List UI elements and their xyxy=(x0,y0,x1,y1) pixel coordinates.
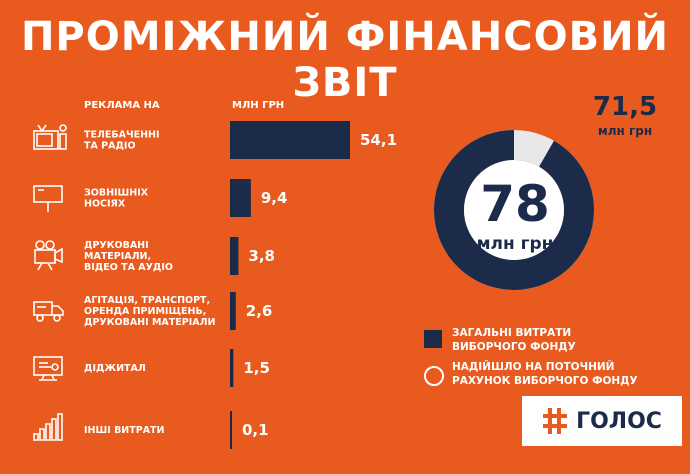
donut-total-unit: млн грн xyxy=(476,234,554,254)
category-label: ОРЕНДА ПРИМІЩЕНЬ, xyxy=(84,306,206,317)
category-label: ІНШІ ВИТРАТИ xyxy=(84,425,165,436)
legend-line: ВИБОРЧОГО ФОНДУ xyxy=(452,341,576,353)
bar xyxy=(230,292,236,330)
legend-line: РАХУНОК ВИБОРЧОГО ФОНДУ xyxy=(452,375,638,387)
bar-value-label: 3,8 xyxy=(248,247,275,265)
legend-line: ЗАГАЛЬНІ ВИТРАТИ xyxy=(452,327,572,339)
category-label: ДРУКОВАНІ МАТЕРІАЛИ xyxy=(84,317,215,328)
category-label: ДІДЖИТАЛ xyxy=(84,363,146,374)
value-header: МЛН ГРН xyxy=(232,100,285,111)
donut-spent-value: 71,5 xyxy=(592,92,658,122)
bar-chart-icon xyxy=(33,413,63,441)
legend-item-received: НАДІЙШЛО НА ПОТОЧНИЙ РАХУНОК ВИБОРЧОГО Ф… xyxy=(452,360,638,388)
legend-swatch-received xyxy=(424,366,444,386)
category-label: ВІДЕО ТА АУДІО xyxy=(84,262,173,273)
bar-value-label: 0,1 xyxy=(242,421,269,439)
donut-slice-spent xyxy=(434,130,594,290)
bar-value-label: 54,1 xyxy=(360,131,397,149)
logo-text: ГОЛОС xyxy=(576,408,662,434)
bar-value-label: 9,4 xyxy=(261,189,288,207)
monitor-icon xyxy=(33,356,63,381)
legend-swatch-spent xyxy=(424,330,442,348)
category-label: АГІТАЦІЯ, ТРАНСПОРТ, xyxy=(84,295,210,306)
category-header: РЕКЛАМА НА xyxy=(84,100,160,111)
legend-item-spent: ЗАГАЛЬНІ ВИТРАТИ ВИБОРЧОГО ФОНДУ xyxy=(452,326,576,354)
category-label: ТА РАДІО xyxy=(84,141,136,152)
bar xyxy=(230,237,239,275)
bar-value-label: 1,5 xyxy=(243,359,270,377)
bar xyxy=(230,411,232,449)
legend-line: НАДІЙШЛО НА ПОТОЧНИЙ xyxy=(452,361,615,373)
bar xyxy=(230,349,234,387)
video-camera-icon xyxy=(34,240,63,271)
category-label: НОСІЯХ xyxy=(84,199,126,210)
bar xyxy=(230,179,251,217)
category-label: ТЕЛЕБАЧЕННІ xyxy=(84,130,160,141)
donut-spent-unit: млн грн xyxy=(597,124,653,138)
category-label: МАТЕРІАЛИ, xyxy=(84,251,151,262)
hash-logo-icon xyxy=(543,408,568,434)
donut-center xyxy=(464,160,564,260)
billboard-icon xyxy=(33,185,63,212)
category-label: ЗОВНІШНІХ xyxy=(84,188,149,199)
tv-radio-icon xyxy=(33,124,67,150)
bar-value-label: 2,6 xyxy=(246,302,273,320)
donut-total-value: 78 xyxy=(480,175,550,233)
bar xyxy=(230,121,350,159)
page-title: ПРОМІЖНИЙ ФІНАНСОВИЙ ЗВІТ xyxy=(20,14,670,106)
category-label: ДРУКОВАНІ xyxy=(84,240,149,251)
golos-logo: ГОЛОС xyxy=(522,396,682,446)
truck-icon xyxy=(33,301,64,322)
